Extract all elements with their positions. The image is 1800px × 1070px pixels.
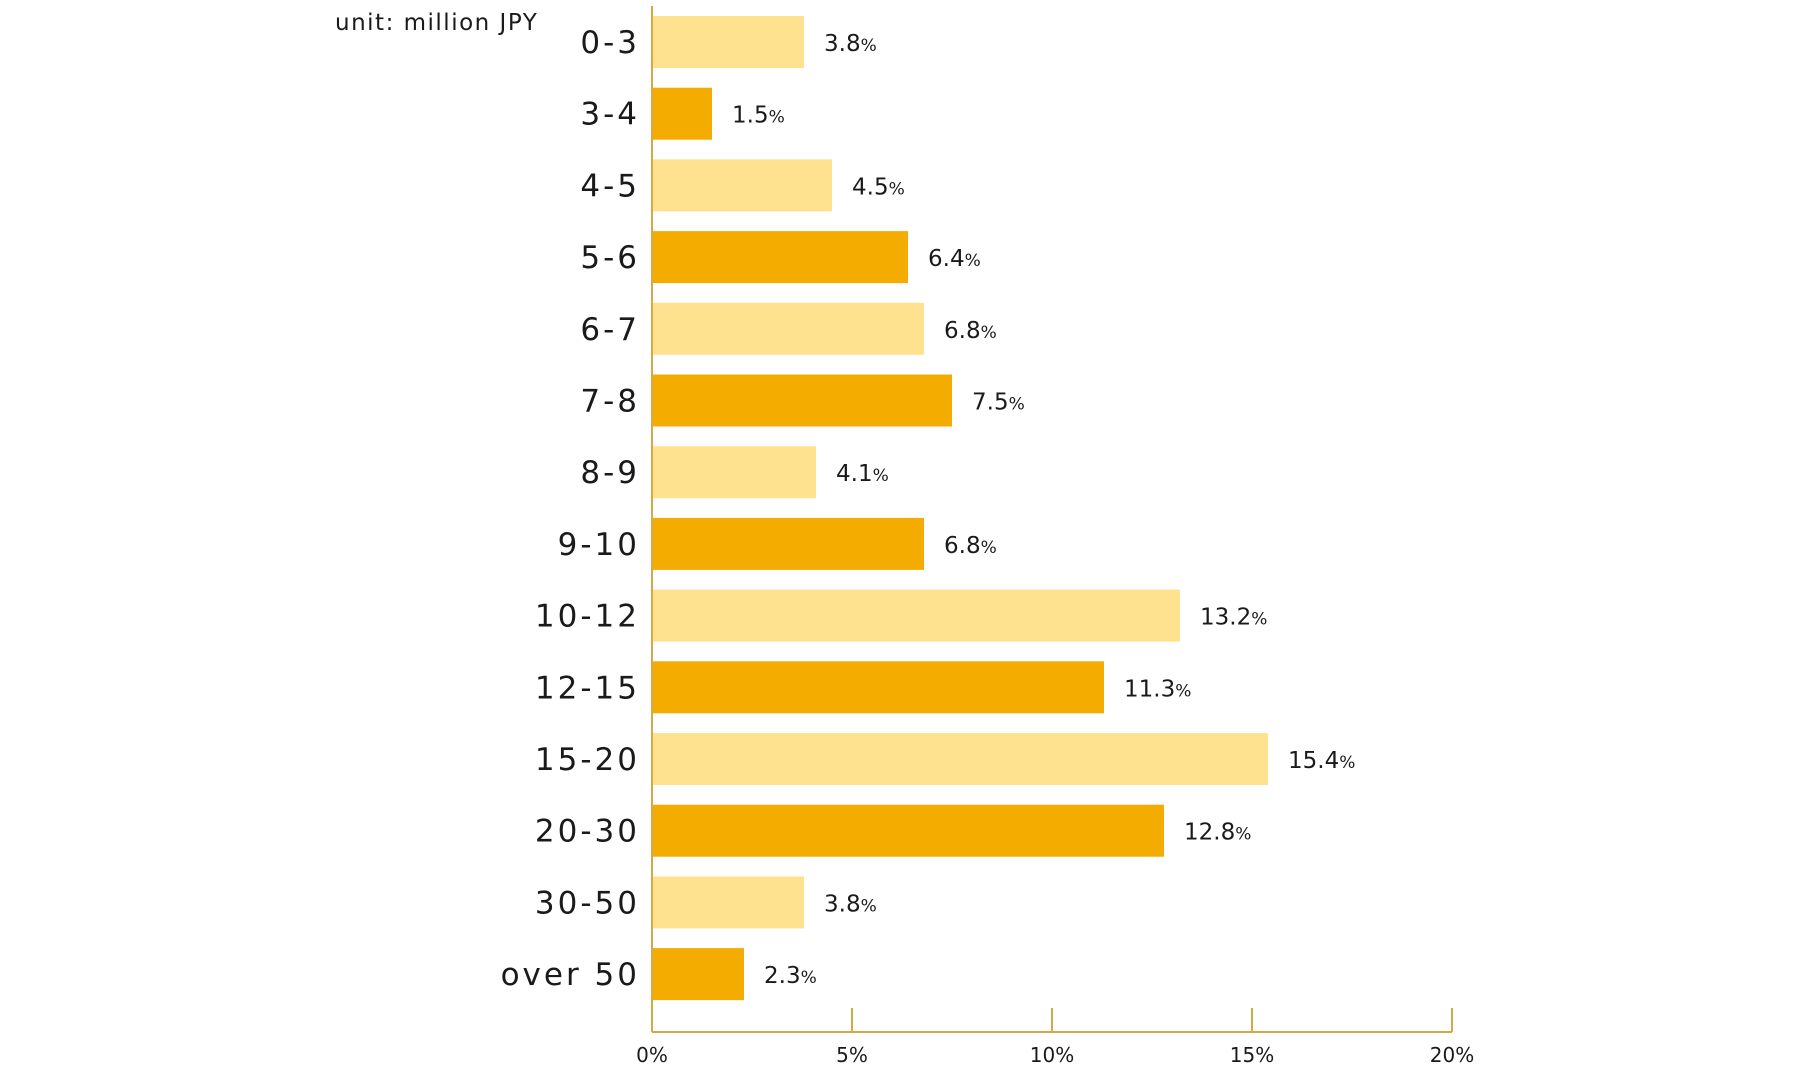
value-label: 6.4%	[928, 246, 981, 272]
category-label: 30-50	[535, 885, 640, 921]
bar-3-4	[652, 87, 712, 140]
category-label: 7-8	[580, 384, 640, 420]
value-label: 3.8%	[824, 31, 877, 57]
x-tick-label: 0%	[636, 1043, 668, 1067]
category-label: 15-20	[535, 742, 640, 778]
bar-6-7	[652, 302, 924, 355]
category-label: 3-4	[580, 97, 640, 133]
category-label: 9-10	[558, 527, 640, 563]
bar-5-6	[652, 231, 908, 284]
category-label: 5-6	[580, 240, 640, 276]
value-label: 7.5%	[972, 390, 1025, 416]
bar-10-12	[652, 589, 1180, 642]
bar-12-15	[652, 661, 1104, 714]
bar-15-20	[652, 733, 1268, 785]
value-label: 4.5%	[852, 174, 905, 200]
unit-label: unit: million JPY	[335, 10, 539, 36]
category-label: 12-15	[535, 670, 640, 706]
value-label: 11.3%	[1124, 676, 1191, 702]
bar-4-5	[652, 159, 832, 212]
value-label: 3.8%	[824, 891, 877, 917]
bars-group	[652, 16, 1268, 1001]
category-label: 8-9	[580, 455, 640, 491]
axis-group: 0% 5% 10% 15% 20%	[636, 6, 1474, 1067]
value-label: 12.8%	[1184, 820, 1251, 846]
category-label: 4-5	[580, 168, 640, 204]
bar-7-8	[652, 374, 952, 427]
bar-over-50	[652, 948, 744, 1001]
value-label: 15.4%	[1288, 748, 1355, 774]
value-label: 4.1%	[836, 461, 889, 487]
category-label: 20-30	[535, 814, 640, 850]
bar-8-9	[652, 446, 816, 499]
bar-9-10	[652, 517, 924, 570]
category-label: 6-7	[580, 312, 640, 348]
x-tick-label: 5%	[836, 1043, 868, 1067]
value-label: 6.8%	[944, 533, 997, 559]
category-labels-group: 0-3 3-4 4-5 5-6 6-7 7-8 8-9 9-10 10-12 12-15 15-20…	[501, 25, 640, 993]
value-label: 6.8%	[944, 318, 997, 344]
value-label: 2.3%	[764, 963, 817, 989]
category-label: over 50	[501, 957, 640, 993]
category-label: 10-12	[535, 599, 640, 635]
x-tick-label: 20%	[1430, 1043, 1474, 1067]
category-label: 0-3	[580, 25, 640, 61]
value-label: 1.5%	[732, 103, 785, 129]
x-tick-label: 10%	[1030, 1043, 1074, 1067]
bar-0-3	[652, 16, 804, 68]
x-tick-label: 15%	[1230, 1043, 1274, 1067]
bar-30-50	[652, 876, 804, 929]
bar-20-30	[652, 804, 1164, 857]
value-labels-group: 3.8% 1.5% 4.5% 6.4% 6.8% 7.5% 4.1% 6.8% 13.2% 11.…	[732, 31, 1355, 989]
value-label: 13.2%	[1200, 605, 1267, 631]
